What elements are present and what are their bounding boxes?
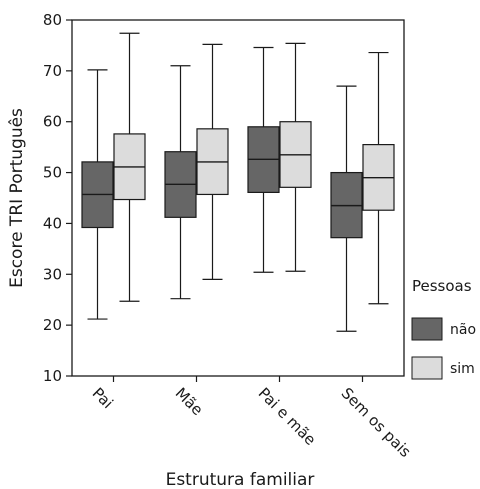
box-groups [81,32,395,332]
y-tick-label: 10 [43,367,62,385]
x-tick-label: Pai e mãe [255,384,320,449]
y-tick-label: 70 [43,62,62,80]
legend-swatch-sim [411,356,443,380]
legend-label-nao: não [450,322,476,338]
legend-label-sim: sim [450,361,475,377]
y-tick-label: 20 [43,316,62,334]
legend: Pessoas não sim [411,277,476,380]
y-tick-label: 50 [43,164,62,182]
y-tick-label: 40 [43,214,62,232]
y-axis-ticks: 10 20 30 40 50 60 70 80 [43,11,72,385]
y-axis-title: Escore TRI Português [7,108,27,288]
y-tick-label: 80 [43,11,62,29]
y-tick-label: 60 [43,113,62,131]
x-tick-label: Pai [89,384,117,412]
x-tick-label: Mãe [172,384,207,419]
y-tick-label: 30 [43,265,62,283]
x-tick-label: Sem os pais [338,384,415,461]
legend-swatch-nao [411,317,443,341]
x-axis-title: Estrutura familiar [166,470,315,489]
x-axis-ticks: Pai Mãe Pai e mãe Sem os pais [89,376,415,461]
plot-area-frame [71,19,405,377]
legend-title: Pessoas [412,277,472,295]
